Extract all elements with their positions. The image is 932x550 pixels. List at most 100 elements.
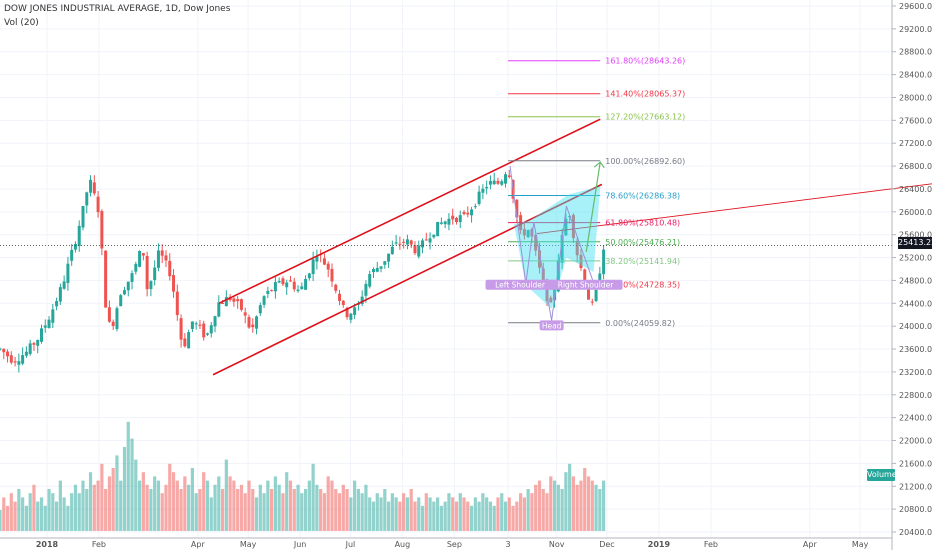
symbol-title[interactable]: DOW JONES INDUSTRIAL AVERAGE, 1D, Dow Jo… xyxy=(4,4,231,14)
y-tick-label: 23200.00 xyxy=(899,368,932,377)
volume-bar xyxy=(368,497,372,531)
candle-body xyxy=(341,300,345,305)
channel-upper-line xyxy=(218,118,601,305)
volume-bar xyxy=(571,476,576,531)
candle-body xyxy=(443,221,447,225)
candle-body xyxy=(458,215,462,222)
volume-bar xyxy=(530,493,534,531)
candle-body xyxy=(213,316,217,327)
volume-bar xyxy=(473,497,477,531)
candle-body xyxy=(39,328,43,342)
volume-bar xyxy=(224,459,228,531)
candle-body xyxy=(504,174,508,184)
volume-bar xyxy=(360,493,364,531)
candle-body xyxy=(119,295,123,307)
volume-bar xyxy=(126,421,130,531)
candle-body xyxy=(451,215,455,220)
volume-bar xyxy=(322,493,327,531)
volume-bar xyxy=(43,505,47,531)
y-tick-label: 20400.00 xyxy=(899,528,932,537)
volume-indicator-label[interactable]: Vol (20) xyxy=(4,18,39,28)
candle-body xyxy=(496,180,500,184)
pattern-label: Head xyxy=(542,321,562,330)
fib-level-label: 50.00%(25476.21) xyxy=(605,238,680,247)
volume-bar xyxy=(13,501,17,531)
candle-body xyxy=(236,299,240,302)
candle-body xyxy=(221,303,225,305)
volume-bar xyxy=(239,484,244,531)
candle-body xyxy=(153,267,157,281)
volume-bar xyxy=(583,468,587,531)
candle-body xyxy=(194,323,198,325)
volume-bar xyxy=(81,480,85,531)
volume-bar xyxy=(481,493,485,531)
volume-bar xyxy=(311,463,315,531)
y-tick-label: 28000.00 xyxy=(899,93,932,102)
volume-bar xyxy=(183,476,187,531)
volume-bar xyxy=(243,493,247,531)
volume-bar xyxy=(353,480,357,531)
candle-body xyxy=(353,307,357,315)
candle-body xyxy=(338,293,342,301)
volume-bar xyxy=(168,463,172,531)
volume-bar xyxy=(209,497,213,531)
volume-bar xyxy=(371,501,376,531)
candle-body xyxy=(13,361,17,363)
volume-bar xyxy=(236,489,240,531)
volume-bar xyxy=(534,484,538,531)
candle-body xyxy=(126,281,130,291)
volume-bar xyxy=(454,501,459,531)
head-shoulders-outline xyxy=(509,166,595,321)
candle-body xyxy=(537,250,541,268)
volume-bar xyxy=(307,480,311,531)
candle-body xyxy=(149,281,153,289)
volume-bar xyxy=(141,472,145,531)
candle-body xyxy=(590,301,594,303)
volume-bar xyxy=(337,493,342,531)
candle-body xyxy=(138,250,142,267)
volume-bar xyxy=(447,493,451,531)
pattern-label: Left Shoulder xyxy=(495,281,546,290)
volume-bar xyxy=(526,489,530,531)
volume-bar xyxy=(21,497,25,531)
volume-bar xyxy=(262,493,266,531)
candle-body xyxy=(322,258,326,265)
candle-body xyxy=(262,296,266,305)
candle-body xyxy=(602,249,606,275)
candle-body xyxy=(51,309,55,323)
candle-body xyxy=(232,298,236,302)
candle-body xyxy=(145,255,149,290)
volume-bar xyxy=(285,472,289,531)
candle-body xyxy=(156,250,160,268)
volume-bar xyxy=(330,480,334,531)
volume-bar xyxy=(88,472,93,531)
candle-body xyxy=(488,180,492,185)
volume-bar xyxy=(386,501,391,531)
candle-body xyxy=(55,301,59,307)
candle-body xyxy=(73,243,77,250)
volume-bar xyxy=(315,484,319,531)
volume-bar xyxy=(36,501,40,531)
volume-bar xyxy=(413,501,417,531)
candle-body xyxy=(579,254,583,269)
volume-bar xyxy=(319,489,323,531)
volume-bar xyxy=(62,497,66,531)
candle-body xyxy=(390,246,394,255)
volume-bar xyxy=(217,476,221,531)
candle-body xyxy=(349,313,353,320)
volume-bar xyxy=(598,489,602,531)
candle-body xyxy=(111,321,115,326)
candle-body xyxy=(175,291,179,316)
pattern-label: Right Shoulder xyxy=(558,281,614,290)
candle-body xyxy=(413,245,417,254)
volume-bar xyxy=(137,480,142,531)
x-tick-label: Dec xyxy=(599,540,614,549)
volume-bar xyxy=(590,480,594,531)
candle-body xyxy=(66,263,70,283)
y-tick-label: 25200.00 xyxy=(899,254,932,263)
fib-level-label: 141.40%(28065.37) xyxy=(605,90,685,99)
candle-body xyxy=(134,263,138,272)
fib-level-label: 23.60%(24728.35) xyxy=(605,281,680,290)
candle-body xyxy=(432,234,436,238)
